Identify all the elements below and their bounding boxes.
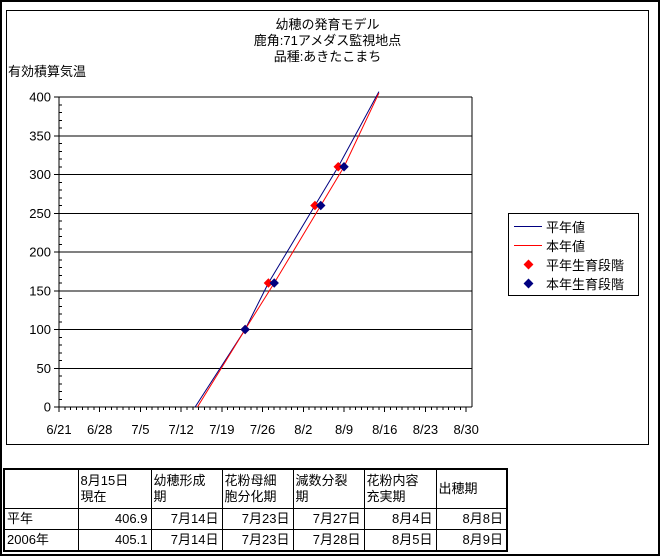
diamond-icon (523, 259, 533, 270)
legend-item-label: 本年生育段階 (546, 277, 625, 292)
table-header-cell: 出穂期 (435, 468, 508, 509)
legend-diamond-swatch (512, 259, 544, 270)
table-cell: 7月27日 (292, 508, 365, 530)
y-tick-label: 300 (29, 167, 51, 182)
y-axis-title: 有効積算気温 (8, 64, 87, 79)
legend-item-label: 平年値 (546, 220, 586, 235)
y-tick-label: 400 (29, 90, 51, 105)
table-cell: 8月8日 (435, 508, 508, 530)
table-row: 2006年 405.1 7月14日 7月23日 7月28日 8月5日 8月9日 (3, 529, 508, 552)
table-cell: 7月28日 (292, 529, 365, 552)
legend-line-swatch (512, 245, 544, 246)
y-tick-label: 200 (29, 245, 51, 260)
x-tick-label: 8/9 (335, 422, 353, 437)
table-header-cell: 減数分裂 期 (292, 468, 365, 509)
chart-title-line-2: 鹿角:71アメダス監視地点 (253, 33, 402, 48)
legend-item-0: 平年値 (509, 217, 638, 236)
diamond-icon (523, 278, 533, 289)
y-tick-label: 0 (44, 400, 51, 415)
y-tick-label: 250 (29, 206, 51, 221)
chart-title-line-3: 品種:あきたこまち (273, 49, 382, 64)
table-cell: 8月9日 (435, 529, 508, 552)
y-tick-label: 350 (29, 128, 51, 143)
table-row: 平年 406.9 7月14日 7月23日 7月27日 8月4日 8月8日 (3, 508, 508, 530)
table-cell: 7月23日 (221, 529, 294, 552)
legend-item-label: 本年値 (546, 239, 586, 254)
table-cell: 7月23日 (221, 508, 294, 530)
table-header-row: 8月15日 現在 幼穂形成 期花粉母細 胞分化期 減数分裂 期花粉内容 充実期 出穂期 (3, 468, 508, 509)
x-tick-label: 6/21 (46, 422, 71, 437)
table-header-cell: 8月15日 現在 (77, 468, 152, 509)
x-tick-label: 7/19 (209, 422, 234, 437)
diamond-marker-3 (339, 162, 349, 172)
table-header-cell: 花粉内容 充実期 (363, 468, 437, 509)
x-tick-label: 8/2 (294, 422, 312, 437)
table-header-cell: 幼穂形成 期 (150, 468, 223, 509)
table-cell: 7月14日 (150, 508, 223, 530)
line-swatch-icon (514, 245, 542, 246)
legend-item-3: 本年生育段階 (509, 274, 638, 293)
x-tick-label: 8/23 (413, 422, 438, 437)
table-cell: 7月14日 (150, 529, 223, 552)
row-label-cell: 平年 (3, 508, 79, 530)
table-cell: 8月5日 (363, 529, 437, 552)
diamond-marker-3 (316, 200, 326, 211)
legend-line-swatch (512, 226, 544, 227)
chart-panel: 幼穂の発育モデル 鹿角:71アメダス監視地点 品種:あきたこまち 有効積算気温 … (6, 10, 649, 445)
plot-area: 0 50 100 150 200 250 300 350 400 6/21 6/28 7/5 7/12 7… (29, 90, 479, 438)
table-cell: 406.9 (77, 508, 152, 530)
row-label-cell: 2006年 (3, 529, 79, 552)
x-tick-label: 8/30 (454, 422, 479, 437)
table-cell: 405.1 (77, 529, 152, 552)
table-cell: 8月4日 (363, 508, 437, 530)
series-line-0 (194, 91, 380, 408)
x-tick-label: 6/28 (87, 422, 112, 437)
line-swatch-icon (514, 226, 542, 227)
x-tick-label: 8/16 (372, 422, 397, 437)
table-header-cell (3, 468, 79, 509)
legend-item-label: 平年生育段階 (546, 258, 625, 273)
y-tick-label: 100 (29, 322, 51, 337)
chart-title-line-1: 幼穂の発育モデル (275, 17, 380, 32)
legend-diamond-swatch (512, 278, 544, 289)
x-tick-label: 7/26 (250, 422, 275, 437)
legend-item-1: 本年値 (509, 236, 638, 255)
diamond-marker-3 (269, 278, 279, 288)
table-header-cell: 花粉母細 胞分化期 (221, 468, 294, 509)
y-tick-label: 50 (37, 361, 51, 376)
growth-stage-table: 8月15日 現在 幼穂形成 期花粉母細 胞分化期 減数分裂 期花粉内容 充実期 出穂期… (3, 468, 508, 552)
y-tick-label: 150 (29, 283, 51, 298)
legend: 平年値本年値平年生育段階 本年生育段階 (508, 213, 639, 296)
x-tick-label: 7/5 (131, 422, 149, 437)
diamond-marker-3 (240, 324, 250, 335)
x-tick-label: 7/12 (168, 422, 193, 437)
legend-item-2: 平年生育段階 (509, 255, 638, 274)
series-line-1 (197, 92, 380, 408)
chart-title: 幼穂の発育モデル 鹿角:71アメダス監視地点 品種:あきたこまち (7, 17, 648, 65)
